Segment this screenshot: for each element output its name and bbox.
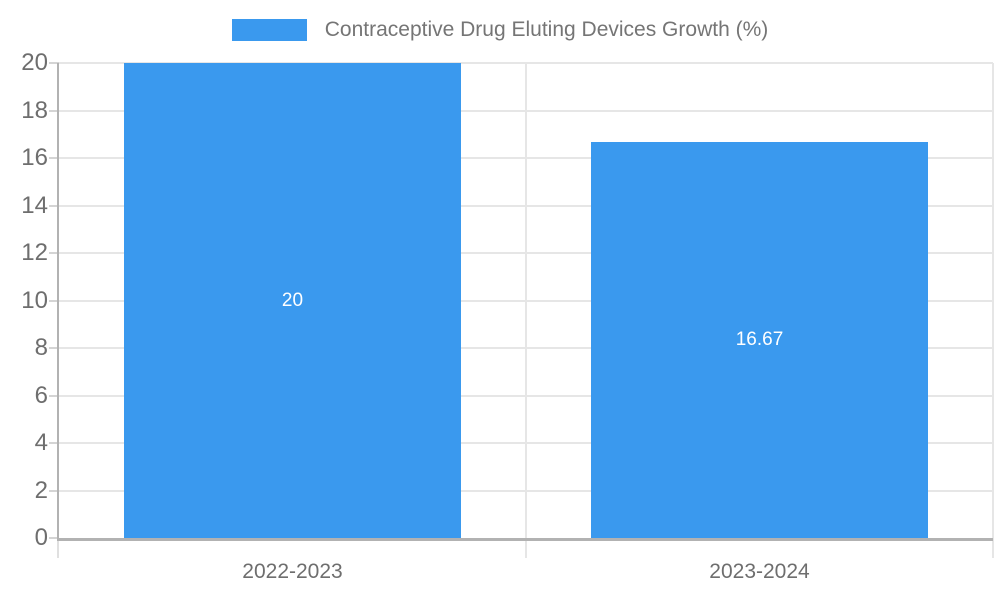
y-tick-label: 12 xyxy=(21,239,48,266)
x-tick-label: 2022-2023 xyxy=(242,560,343,583)
y-tick-mark xyxy=(49,489,59,492)
bar-value-label: 16.67 xyxy=(735,329,784,350)
y-tick-label: 14 xyxy=(21,191,48,219)
y-tick-mark xyxy=(49,157,59,159)
y-tick-label: 10 xyxy=(21,286,48,314)
category-boundary-gridline xyxy=(992,63,994,558)
y-tick-mark xyxy=(49,347,59,349)
legend-swatch xyxy=(231,19,307,41)
y-tick-label: 6 xyxy=(34,381,48,409)
y-tick-label: 8 xyxy=(34,334,48,361)
bar-value-label: 20 xyxy=(281,289,304,311)
y-tick-mark xyxy=(49,537,59,539)
legend-label: Contraceptive Drug Eluting Devices Growt… xyxy=(324,18,769,41)
y-tick-label: 0 xyxy=(34,524,48,551)
bar[interactable]: 20 xyxy=(124,63,461,538)
y-axis-line xyxy=(57,63,59,538)
y-tick-label: 18 xyxy=(21,96,48,124)
y-tick-mark xyxy=(49,62,59,64)
y-tick-mark xyxy=(49,442,59,444)
y-tick-mark xyxy=(49,299,59,302)
y-tick-mark xyxy=(49,252,59,254)
x-tick-label: 2023-2024 xyxy=(709,560,810,583)
y-tick-label: 16 xyxy=(21,144,48,171)
plot-area: 20 16.67 xyxy=(49,62,994,558)
category-boundary-gridline xyxy=(525,63,527,558)
legend-item[interactable]: Contraceptive Drug Eluting Devices Growt… xyxy=(0,18,1000,42)
y-tick-mark xyxy=(49,204,59,207)
y-tick-mark xyxy=(49,394,59,397)
bar[interactable]: 16.67 xyxy=(591,142,928,538)
y-tick-label: 2 xyxy=(34,476,48,504)
y-tick-label: 4 xyxy=(34,429,48,456)
y-tick-label: 20 xyxy=(21,49,48,76)
x-tick-mark xyxy=(57,538,59,558)
x-axis-line xyxy=(57,538,993,541)
y-tick-mark xyxy=(49,109,59,112)
